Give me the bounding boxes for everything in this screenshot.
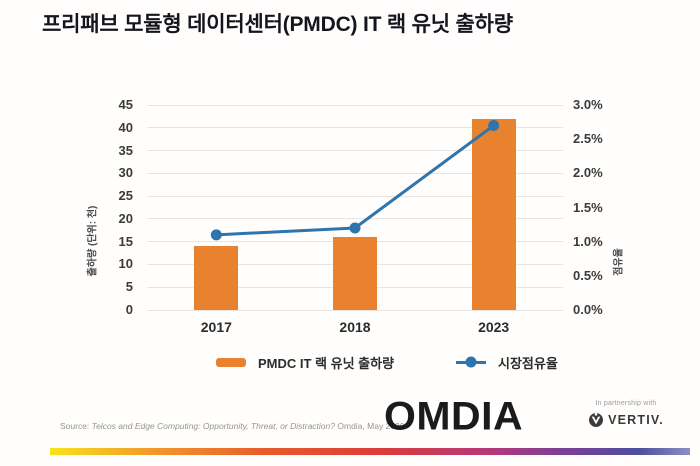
x-axis-label-2018: 2018 — [339, 319, 371, 335]
x-axis-label-2017: 2017 — [200, 319, 232, 335]
bar-2018 — [333, 237, 377, 310]
brand-rainbow-bar — [50, 448, 690, 455]
right-axis-tick-label: 2.0% — [573, 165, 603, 181]
gridline — [147, 195, 563, 197]
gridline — [147, 127, 563, 129]
right-axis-tick-label: 1.5% — [573, 199, 603, 215]
line-point-2017 — [210, 229, 222, 241]
legend-label-shipments: PMDC IT 랙 유닛 출하량 — [258, 355, 395, 371]
gridline — [147, 218, 563, 220]
source-note: Source: Telcos and Edge Computing: Oppor… — [60, 421, 404, 431]
line-series-swatch — [456, 356, 486, 368]
bar-2023 — [471, 118, 516, 310]
line-point-2023 — [488, 120, 500, 131]
legend-item-shipments: PMDC IT 랙 유닛 출하량 — [216, 355, 395, 371]
partnership-label: In partnership with — [595, 400, 657, 407]
gridline — [147, 150, 563, 152]
line-marker-icon — [465, 356, 477, 368]
vertiv-logo: VERTIV. — [608, 413, 664, 427]
source-suffix: Omdia, May 2020 — [337, 421, 405, 431]
right-axis-tick-label: 0.5% — [573, 267, 603, 283]
right-axis-tick-label: 1.0% — [573, 233, 603, 249]
right-axis-tick-label: 0.0% — [573, 302, 603, 317]
vertiv-icon — [589, 412, 604, 427]
y-axis-tick-label: 35 — [118, 142, 133, 158]
bar-series-swatch — [216, 357, 246, 367]
right-axis-tick-label: 3.0% — [573, 97, 603, 112]
trend-line-layer — [210, 120, 500, 241]
gridline — [147, 104, 563, 106]
y-axis-tick-label: 30 — [118, 165, 133, 181]
y-axis-tick-label: 10 — [118, 256, 133, 272]
gridline — [147, 309, 563, 311]
y-axis-tick-label: 25 — [118, 188, 133, 204]
y-axis-tick-label: 20 — [118, 210, 133, 226]
market-share-line — [216, 124, 495, 237]
source-report-title: Telcos and Edge Computing: Opportunity, … — [91, 421, 335, 431]
right-axis-tick-label: 2.5% — [573, 131, 603, 147]
legend-item-share: 시장점유율 — [456, 355, 558, 371]
vertiv-partnership-block: In partnership with VERTIV. — [576, 400, 676, 428]
gridline — [147, 172, 563, 174]
legend-label-share: 시장점유율 — [498, 355, 558, 371]
y-axis-tick-label: 45 — [118, 97, 133, 112]
y-axis-tick-label: 40 — [118, 119, 133, 135]
page-title: 프리패브 모듈형 데이터센터(PMDC) IT 랙 유닛 출하량 — [42, 13, 513, 36]
x-axis-label-2023: 2023 — [478, 319, 510, 335]
y-axis-tick-label: 5 — [125, 279, 133, 295]
omdia-logo: OMDIA — [384, 393, 524, 439]
y-axis-tick-label: 15 — [118, 233, 133, 249]
line-point-2018 — [349, 222, 361, 234]
y-axis-tick-label: 0 — [125, 302, 133, 317]
bar-2017 — [194, 246, 239, 310]
source-prefix: Source: — [60, 421, 90, 431]
